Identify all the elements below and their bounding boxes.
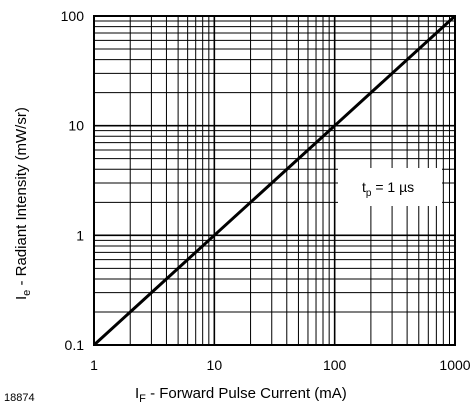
y-tick-label: 0.1 [65, 337, 85, 353]
x-axis-label: IF - Forward Pulse Current (mA) [135, 385, 347, 405]
x-tick-label: 100 [323, 357, 347, 373]
x-tick-label: 10 [207, 357, 223, 373]
y-tick-label: 1 [76, 227, 84, 243]
y-tick-label: 100 [61, 8, 85, 24]
figure-number: 18874 [4, 392, 35, 404]
annotation-label: tp = 1 µs [362, 179, 414, 199]
annotation-box [338, 168, 442, 206]
x-tick-labels: 1 10 100 1000 [90, 357, 471, 373]
y-tick-labels: 0.1 1 10 100 [61, 8, 85, 353]
x-tick-label: 1 [90, 357, 98, 373]
y-tick-label: 10 [68, 118, 84, 134]
series-line [92, 14, 457, 347]
plot-frame [93, 15, 456, 346]
x-tick-label: 1000 [439, 357, 470, 373]
series-line-path [92, 14, 457, 347]
y-axis-label: Ie - Radiant Intensity (mW/sr) [13, 107, 33, 300]
